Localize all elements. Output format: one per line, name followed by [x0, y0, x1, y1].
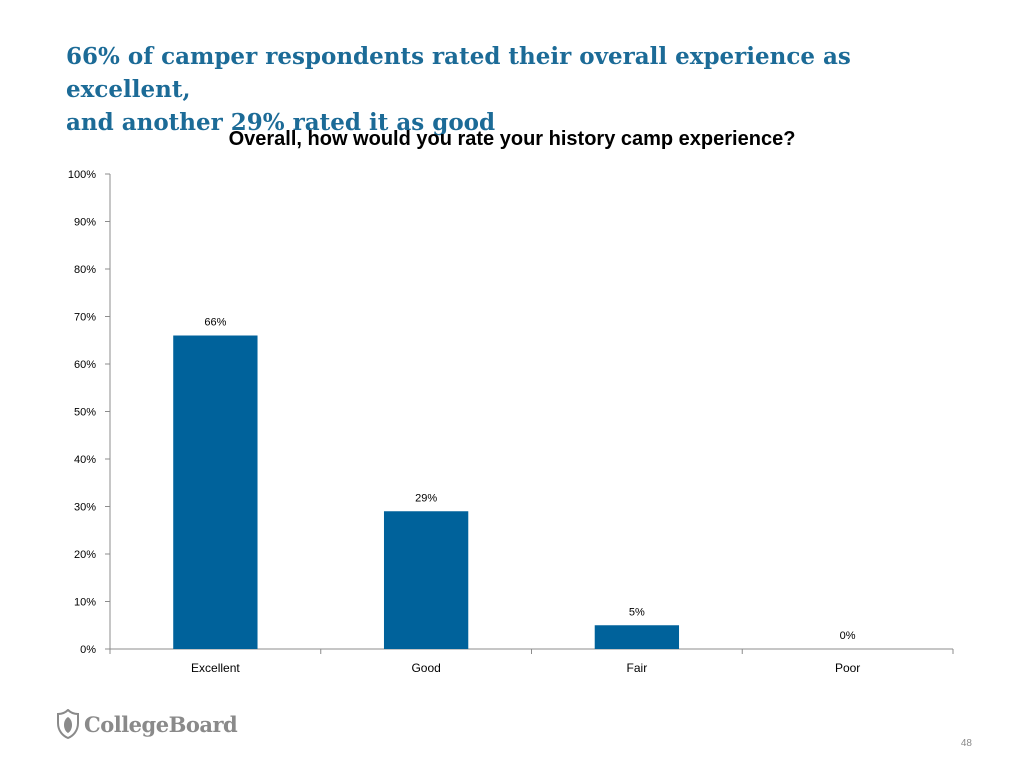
acorn-shield-icon [57, 709, 79, 739]
y-tick-label: 10% [74, 597, 96, 609]
bar-fair [594, 625, 680, 649]
page-number: 48 [960, 738, 972, 749]
slide-headline: 66% of camper respondents rated their ov… [66, 40, 966, 139]
headline-line-2: and another 29% rated it as good [66, 109, 496, 136]
chart-title: Overall, how would you rate your history… [228, 128, 796, 150]
bar-chart: 0% 10% 20% 30% 40% 50% 60% 70% 80% 90% 100% 66% Exce… [68, 169, 954, 675]
y-tick-label: 20% [74, 549, 96, 561]
bar-excellent [173, 335, 258, 649]
data-label: 29% [415, 492, 437, 504]
y-tick-label: 100% [68, 169, 96, 181]
data-label: 5% [629, 606, 645, 618]
x-category-label: Excellent [191, 661, 240, 675]
bar-good [383, 511, 469, 649]
y-tick-label: 80% [74, 264, 96, 276]
x-category-label: Good [411, 661, 440, 675]
headline-line-1: 66% of camper respondents rated their ov… [66, 43, 851, 103]
logo-text: CollegeBoard [84, 711, 238, 737]
y-tick-label: 40% [74, 454, 96, 466]
y-tick-label: 60% [74, 359, 96, 371]
y-tick-label: 0% [80, 644, 96, 656]
y-tick-label: 70% [74, 312, 96, 324]
data-label: 0% [840, 630, 856, 642]
x-category-label: Fair [627, 661, 648, 675]
y-tick-label: 30% [74, 502, 96, 514]
y-tick-label: 50% [74, 407, 96, 419]
x-category-label: Poor [835, 661, 860, 675]
collegeboard-logo: CollegeBoard [56, 707, 238, 741]
data-label: 66% [204, 317, 226, 329]
y-tick-label: 90% [74, 217, 96, 229]
